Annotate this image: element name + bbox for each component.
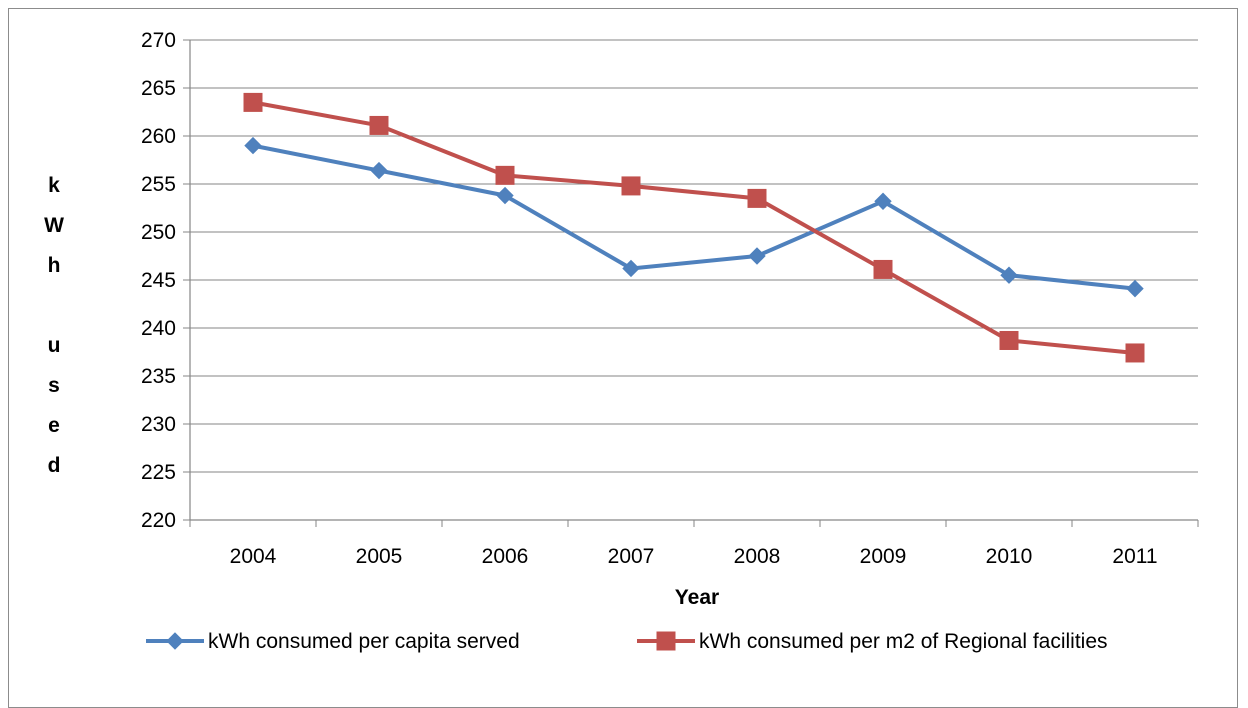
data-point: [874, 192, 892, 210]
x-tick-label: 2004: [230, 545, 277, 568]
y-axis-title-letter: h: [48, 254, 61, 277]
legend: kWh consumed per capita served kWh consum…: [146, 630, 1108, 653]
data-point: [243, 92, 263, 112]
y-tick-label: 240: [141, 317, 176, 340]
data-point: [1126, 279, 1144, 298]
x-axis-title: Year: [675, 586, 719, 609]
data-point: [369, 115, 389, 135]
y-axis-title-letter: e: [48, 414, 60, 437]
data-point: [621, 176, 641, 196]
gridlines: [190, 39, 1198, 473]
series-line: [252, 143, 1136, 291]
y-axis-title-letter: W: [44, 214, 64, 237]
series: [243, 92, 1145, 363]
data-point: [1000, 266, 1018, 284]
legend-swatch-marker: [656, 631, 676, 651]
data-point: [496, 186, 514, 205]
series-line: [252, 100, 1136, 355]
legend-swatch-marker: [166, 632, 184, 650]
y-axis-title-letter: u: [48, 334, 61, 357]
data-point: [244, 136, 262, 155]
data-point: [873, 259, 893, 279]
y-tick-label: 235: [141, 365, 176, 388]
data-point: [747, 188, 767, 208]
y-axis-title-letter: s: [48, 374, 60, 397]
data-point: [748, 247, 766, 265]
legend-label: kWh consumed per m2 of Regional faciliti…: [699, 630, 1108, 653]
y-axis-title-letter: k: [48, 174, 60, 197]
series-2: [243, 92, 1145, 363]
y-tick-label: 225: [141, 461, 176, 484]
series-1: [244, 136, 1144, 298]
data-point: [495, 165, 515, 185]
chart-frame: [8, 8, 1238, 708]
x-tick-label: 2011: [1112, 545, 1157, 568]
axes: [183, 39, 1199, 527]
y-tick-label: 270: [141, 29, 176, 52]
data-point: [370, 161, 388, 180]
x-tick-label: 2010: [986, 545, 1033, 568]
data-point: [999, 330, 1019, 350]
y-tick-label: 260: [141, 125, 176, 148]
y-tick-label: 255: [141, 173, 176, 196]
y-tick-label: 245: [141, 269, 176, 292]
x-tick-label: 2005: [356, 545, 403, 568]
x-tick-label: 2009: [860, 545, 907, 568]
y-tick-label: 220: [141, 509, 176, 532]
x-tick-labels: 2004 2005 2006 2007 2008 2009 2010 2011: [230, 545, 1158, 568]
y-tick-label: 265: [141, 77, 176, 100]
x-tick-label: 2006: [482, 545, 529, 568]
y-tick-label: 250: [141, 221, 176, 244]
data-point: [1125, 343, 1145, 363]
y-axis-title-letter: d: [48, 454, 61, 477]
legend-item-1: kWh consumed per capita served: [146, 630, 520, 653]
y-tick-label: 230: [141, 413, 176, 436]
legend-item-2: kWh consumed per m2 of Regional faciliti…: [637, 630, 1108, 653]
x-tick-label: 2008: [734, 545, 781, 568]
y-tick-labels: 220 225 230 235 240 245 250 255 260 265 270: [141, 29, 176, 532]
legend-label: kWh consumed per capita served: [208, 630, 520, 653]
data-point: [622, 259, 640, 278]
x-tick-label: 2007: [608, 545, 655, 568]
